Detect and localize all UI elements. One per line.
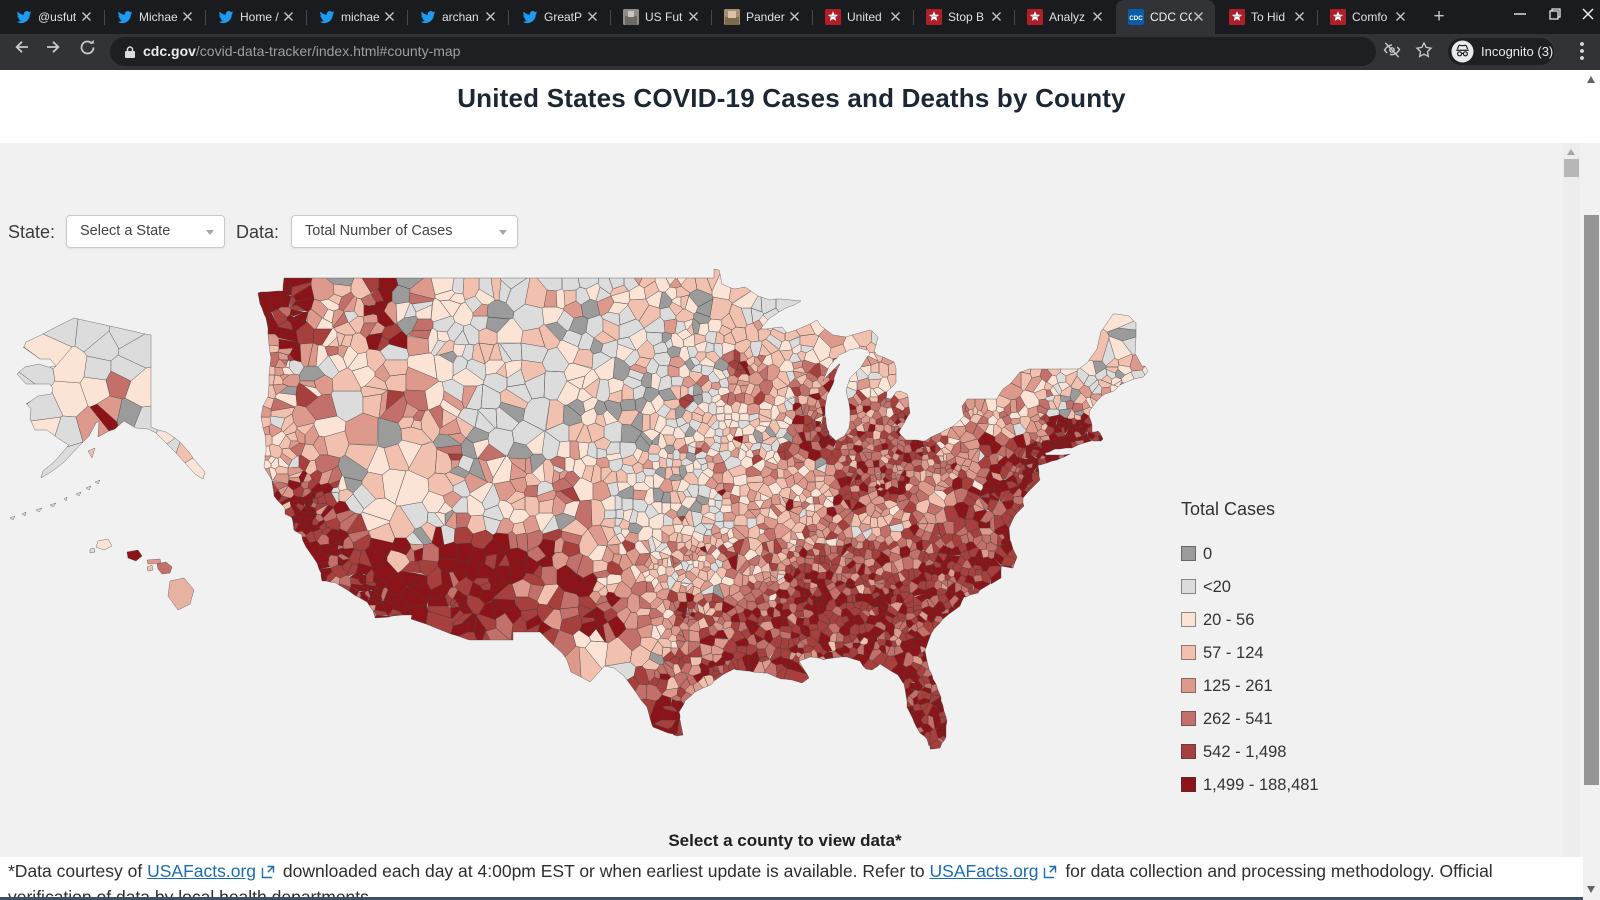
svg-text:CDC: CDC	[1129, 15, 1143, 22]
